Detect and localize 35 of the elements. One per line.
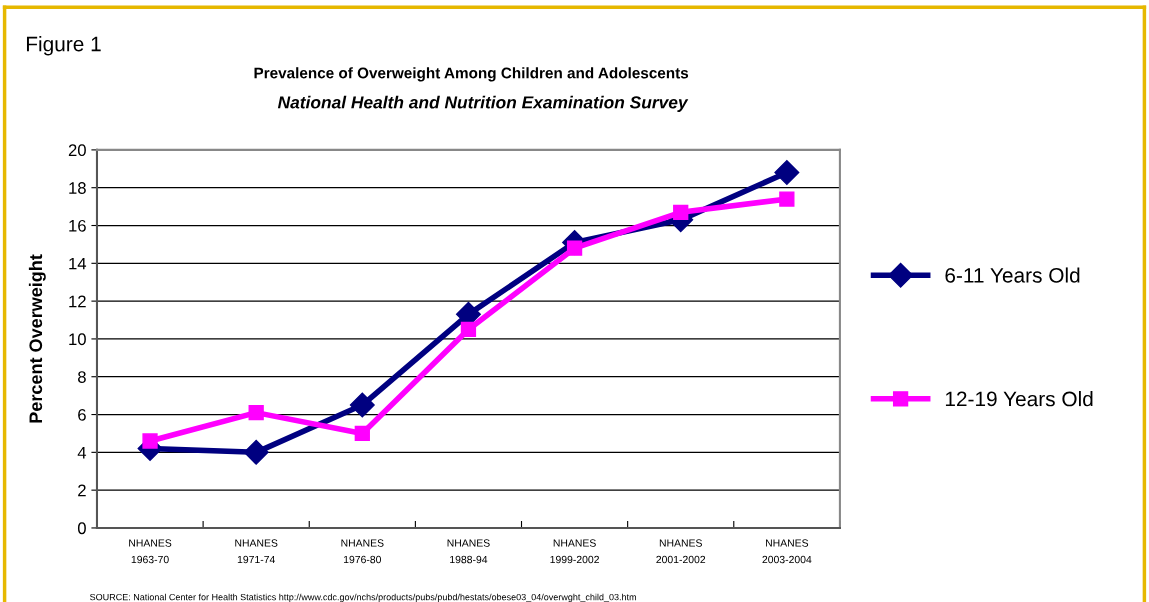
y-tick-label: 4 bbox=[77, 446, 87, 459]
chart-title: Prevalence of Overweight Among Children and Adolescents bbox=[254, 67, 689, 82]
point bbox=[248, 405, 264, 421]
point bbox=[673, 204, 689, 220]
x-tick-label: NHANES 1976-80 bbox=[341, 539, 384, 564]
point bbox=[774, 160, 800, 186]
caption: Figure 1 bbox=[26, 36, 101, 56]
y-tick-label: 6 bbox=[78, 408, 86, 421]
legend-label: 6-11 Years Old bbox=[945, 267, 1080, 283]
y-tick-label: 20 bbox=[68, 144, 86, 157]
y-tick-label: 12 bbox=[69, 295, 86, 308]
legend-label: 12-19 Years Old bbox=[945, 391, 1093, 407]
y-tick-label: 2 bbox=[78, 484, 86, 497]
x-tick-label: NHANES 2003-2004 bbox=[762, 539, 812, 564]
point bbox=[354, 425, 370, 442]
y-tick-label: 10 bbox=[69, 333, 86, 346]
point bbox=[243, 439, 269, 465]
y-tick-label: 14 bbox=[69, 257, 87, 270]
point bbox=[142, 433, 158, 449]
y-tick-label: 18 bbox=[69, 182, 86, 194]
point bbox=[460, 321, 477, 338]
source-note: SOURCE: National Center for Health Statistics http://www.cdc.gov/nchs/products/pubs/pubd/hestats/obese03_04/overwght_child_03.htm bbox=[90, 593, 636, 602]
y-tick-label: 8 bbox=[78, 371, 86, 383]
x-tick-label: NHANES 1999-2002 bbox=[550, 539, 599, 564]
point bbox=[349, 392, 375, 418]
x-tick-label: NHANES 1963-70 bbox=[129, 539, 172, 564]
x-tick-label: NHANES 2001-2002 bbox=[656, 539, 706, 564]
chart-subtitle: National Health and Nutrition Examination Survey bbox=[277, 95, 689, 112]
x-tick-label: NHANES 1988-94 bbox=[447, 539, 490, 564]
point bbox=[566, 240, 583, 256]
y-tick-label: 16 bbox=[69, 219, 86, 232]
point bbox=[779, 191, 795, 207]
y-axis-title: Percent Overweight bbox=[28, 254, 46, 423]
y-tick-label: 0 bbox=[77, 522, 86, 535]
x-tick-label: NHANES 1971-74 bbox=[235, 539, 278, 564]
